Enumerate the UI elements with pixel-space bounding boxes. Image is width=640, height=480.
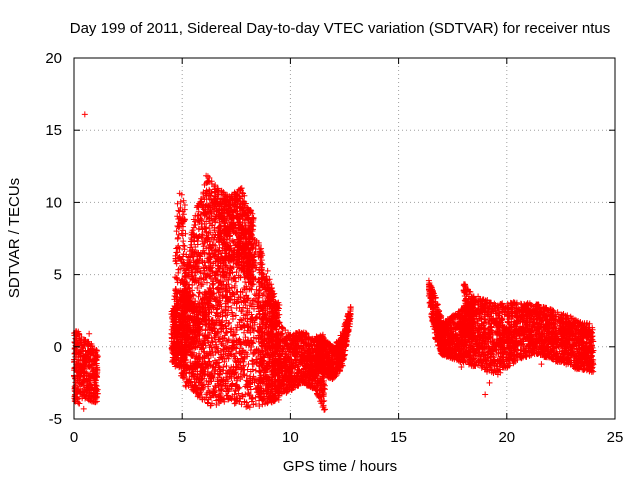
data-point	[180, 197, 187, 204]
data-point	[91, 375, 98, 382]
data-point	[81, 372, 88, 379]
data-point	[86, 348, 93, 355]
data-point	[76, 360, 83, 367]
data-point	[82, 338, 89, 345]
data-point	[191, 222, 198, 229]
data-point	[94, 353, 101, 360]
data-point	[209, 231, 216, 238]
data-point	[84, 370, 91, 377]
data-point	[72, 374, 79, 381]
data-point	[79, 388, 86, 395]
data-point	[93, 398, 100, 405]
data-point	[81, 341, 88, 348]
data-point	[85, 353, 92, 360]
data-point	[78, 348, 85, 355]
chart-title: Day 199 of 2011, Sidereal Day-to-day VTE…	[70, 20, 611, 37]
data-point	[252, 367, 259, 374]
data-point	[88, 373, 95, 380]
data-point	[181, 246, 188, 253]
data-point	[75, 365, 82, 372]
data-point	[77, 353, 84, 360]
data-point	[78, 379, 85, 386]
data-point	[77, 370, 84, 377]
data-point	[72, 384, 79, 391]
data-point	[91, 356, 98, 363]
data-point	[84, 395, 91, 402]
data-point	[94, 367, 101, 374]
data-point	[88, 398, 95, 405]
data-point	[90, 361, 97, 368]
data-point	[78, 366, 85, 373]
data-point	[86, 364, 93, 371]
data-point	[87, 356, 94, 363]
data-point	[93, 372, 100, 379]
data-point	[90, 347, 97, 354]
data-point	[84, 382, 91, 389]
data-point	[180, 211, 187, 218]
data-point	[89, 343, 96, 350]
data-point	[74, 331, 81, 338]
data-point	[88, 386, 95, 393]
data-point	[75, 400, 82, 407]
data-point	[83, 376, 90, 383]
data-point	[80, 391, 87, 398]
data-point	[86, 377, 93, 384]
data-point	[72, 391, 79, 398]
data-point	[92, 398, 99, 405]
data-point	[91, 346, 98, 353]
data-point	[92, 382, 99, 389]
data-point	[87, 362, 94, 369]
data-points	[71, 111, 597, 413]
data-point	[80, 362, 87, 369]
data-point	[180, 238, 187, 245]
data-point	[232, 312, 239, 319]
data-point	[92, 356, 99, 363]
data-point	[73, 350, 80, 357]
data-point	[203, 279, 210, 286]
data-point	[93, 388, 100, 395]
data-point	[233, 305, 240, 312]
data-point	[79, 344, 86, 351]
data-point	[237, 316, 244, 323]
